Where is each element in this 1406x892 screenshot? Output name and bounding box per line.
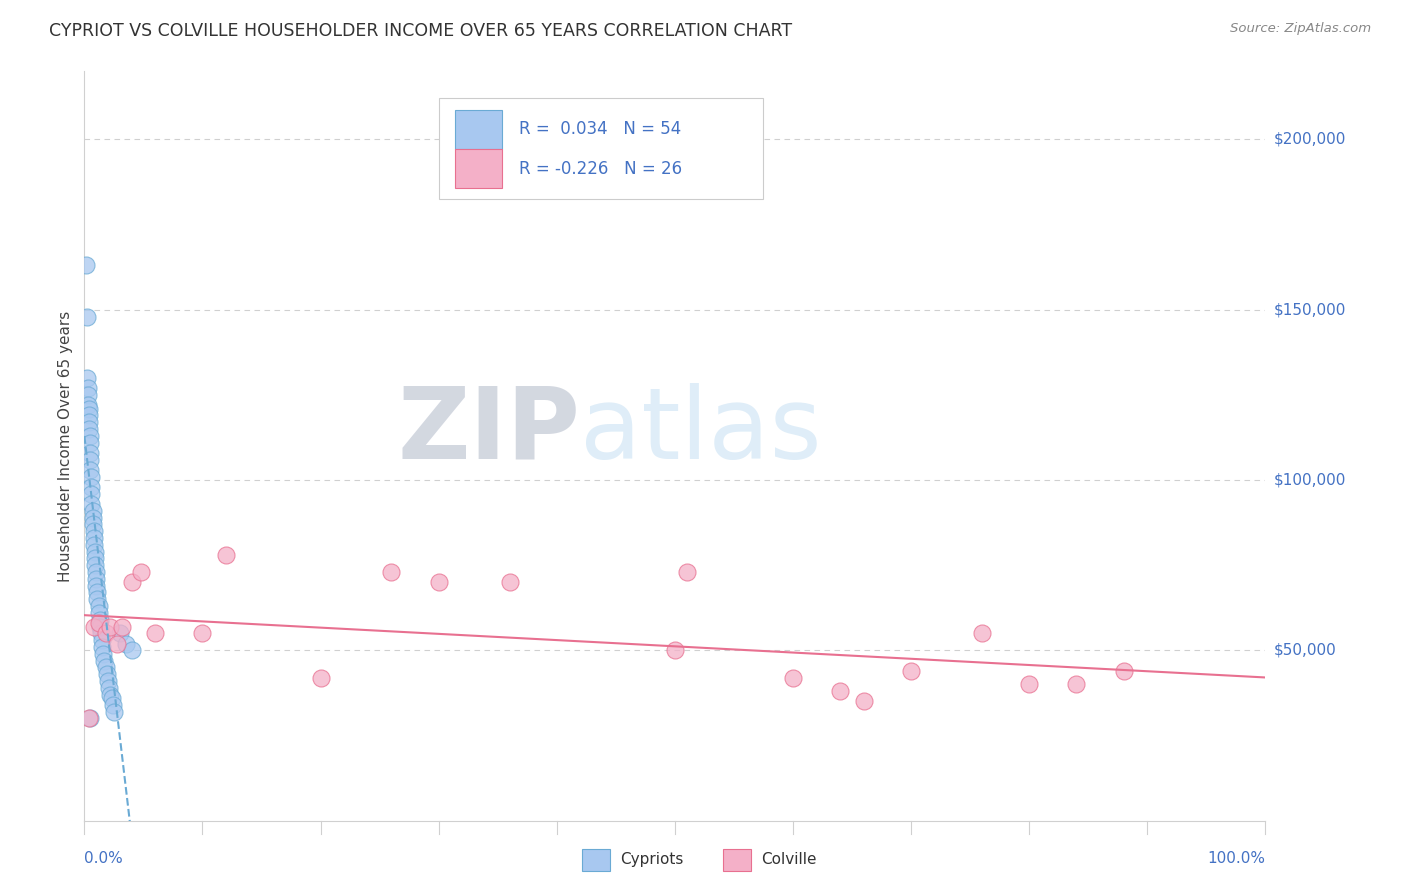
Point [80, 486, 103, 500]
Text: $150,000: $150,000 [1274, 302, 1346, 318]
Point [98, 681, 121, 695]
Point [664, 643, 686, 657]
Point [89, 613, 111, 627]
Point [427, 575, 450, 590]
Point [86, 592, 108, 607]
Point [100, 691, 122, 706]
Text: R = -0.226   N = 26: R = -0.226 N = 26 [519, 160, 682, 178]
Point [77, 388, 100, 402]
Point [86, 585, 108, 599]
Point [76, 310, 98, 324]
Text: $200,000: $200,000 [1274, 132, 1346, 147]
Point [83, 531, 105, 545]
Point [82, 504, 104, 518]
Point [87, 599, 110, 613]
Text: Cypriots: Cypriots [620, 853, 683, 867]
Point [97, 673, 120, 688]
Point [77, 711, 100, 725]
Text: 100.0%: 100.0% [1208, 851, 1265, 865]
Point [108, 626, 131, 640]
Point [98, 619, 121, 633]
Point [91, 647, 114, 661]
Point [98, 688, 121, 702]
Point [84, 558, 107, 573]
FancyBboxPatch shape [439, 97, 763, 199]
FancyBboxPatch shape [456, 110, 502, 149]
Text: Colville: Colville [761, 853, 815, 867]
Point [101, 698, 124, 712]
Point [96, 667, 118, 681]
Y-axis label: Householder Income Over 65 years: Householder Income Over 65 years [58, 310, 73, 582]
Point [191, 626, 214, 640]
Point [121, 643, 143, 657]
Text: 0.0%: 0.0% [84, 851, 124, 865]
Point [76, 371, 98, 385]
Point [143, 626, 166, 640]
Point [77, 401, 100, 416]
Point [129, 565, 152, 579]
Text: $50,000: $50,000 [1274, 643, 1337, 657]
Point [83, 538, 105, 552]
Point [380, 565, 402, 579]
Point [84, 579, 107, 593]
Point [80, 480, 103, 494]
Point [87, 606, 110, 620]
Point [84, 551, 107, 566]
Text: $100,000: $100,000 [1274, 473, 1346, 488]
Point [103, 705, 125, 719]
Point [79, 463, 101, 477]
Point [83, 524, 105, 538]
Point [77, 381, 100, 395]
Point [114, 636, 136, 650]
Point [1018, 677, 1040, 691]
Point [77, 398, 100, 412]
Point [84, 544, 107, 558]
Point [79, 446, 101, 460]
Point [675, 565, 697, 579]
Text: Source: ZipAtlas.com: Source: ZipAtlas.com [1230, 22, 1371, 36]
Point [79, 452, 101, 467]
Text: R =  0.034   N = 54: R = 0.034 N = 54 [519, 120, 682, 138]
Point [79, 429, 101, 443]
FancyBboxPatch shape [456, 149, 502, 188]
Point [900, 664, 922, 678]
Point [83, 619, 105, 633]
Point [1066, 677, 1088, 691]
Point [94, 660, 117, 674]
Point [82, 510, 104, 524]
Point [77, 415, 100, 429]
Point [77, 409, 100, 423]
Point [84, 565, 107, 579]
Point [75, 259, 97, 273]
Point [107, 636, 129, 650]
Point [90, 626, 112, 640]
Point [89, 619, 111, 633]
Point [93, 654, 115, 668]
Point [782, 671, 804, 685]
Point [498, 575, 520, 590]
Point [79, 435, 101, 450]
Point [79, 711, 101, 725]
Text: ZIP: ZIP [398, 383, 581, 480]
Point [111, 619, 134, 633]
Point [121, 575, 143, 590]
Point [80, 469, 103, 483]
Point [215, 548, 238, 562]
Point [1112, 664, 1135, 678]
Point [970, 626, 993, 640]
Point [84, 572, 107, 586]
Point [309, 671, 332, 685]
Point [87, 616, 110, 631]
Point [80, 497, 103, 511]
Point [91, 633, 114, 648]
Point [852, 694, 875, 708]
Point [82, 517, 104, 532]
Point [830, 684, 852, 698]
Point [91, 640, 114, 654]
Point [94, 626, 117, 640]
Text: CYPRIOT VS COLVILLE HOUSEHOLDER INCOME OVER 65 YEARS CORRELATION CHART: CYPRIOT VS COLVILLE HOUSEHOLDER INCOME O… [49, 22, 793, 40]
Point [77, 422, 100, 436]
Text: atlas: atlas [581, 383, 823, 480]
